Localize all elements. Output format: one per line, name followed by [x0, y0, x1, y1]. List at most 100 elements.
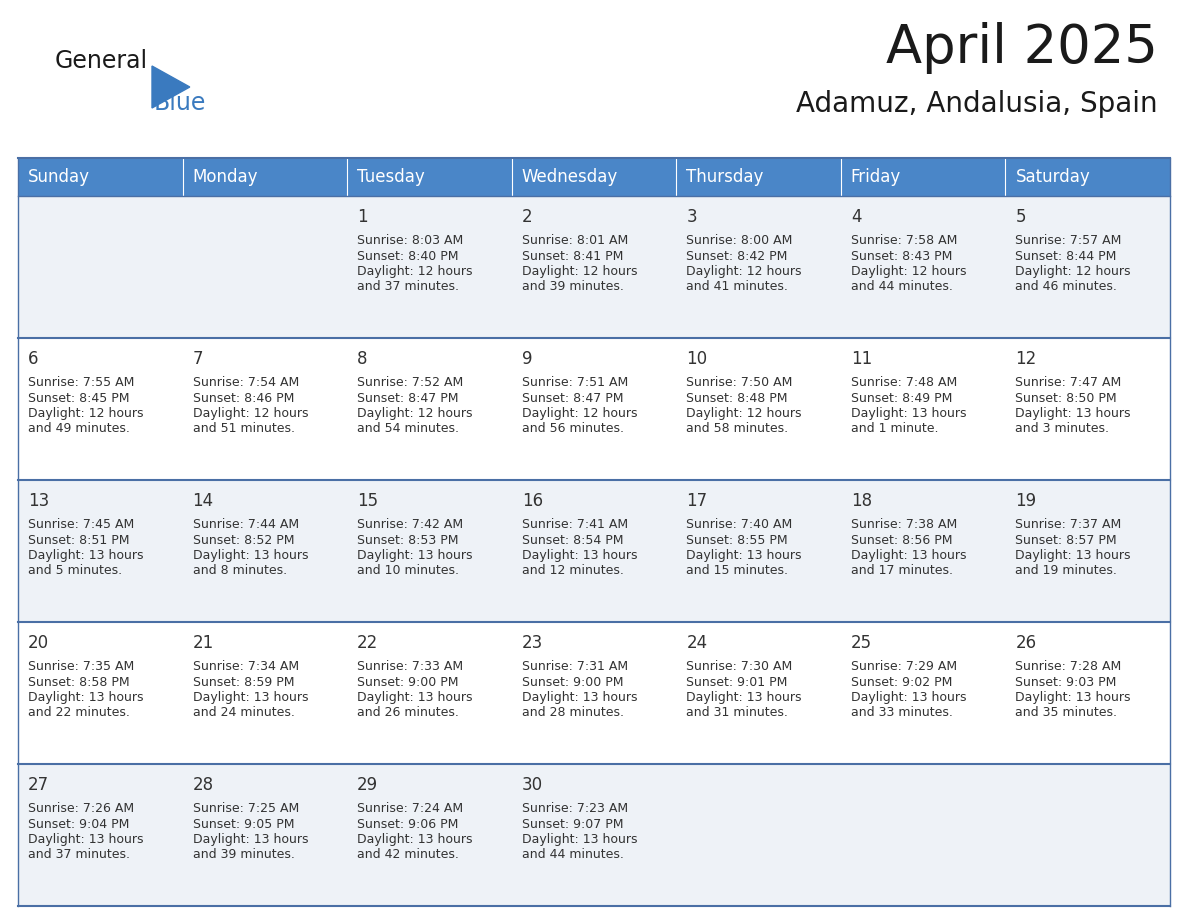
Text: and 51 minutes.: and 51 minutes.: [192, 422, 295, 435]
Text: Sunrise: 8:03 AM: Sunrise: 8:03 AM: [358, 234, 463, 247]
Text: 25: 25: [851, 634, 872, 652]
Text: 20: 20: [29, 634, 49, 652]
Text: Sunset: 8:57 PM: Sunset: 8:57 PM: [1016, 533, 1117, 546]
Text: and 44 minutes.: and 44 minutes.: [851, 281, 953, 294]
Text: Sunrise: 7:37 AM: Sunrise: 7:37 AM: [1016, 518, 1121, 531]
Text: 30: 30: [522, 776, 543, 794]
Text: Sunset: 8:50 PM: Sunset: 8:50 PM: [1016, 391, 1117, 405]
Text: and 41 minutes.: and 41 minutes.: [687, 281, 788, 294]
Text: Friday: Friday: [851, 168, 902, 186]
Text: Sunrise: 7:42 AM: Sunrise: 7:42 AM: [358, 518, 463, 531]
Text: Sunrise: 7:51 AM: Sunrise: 7:51 AM: [522, 376, 628, 389]
Text: 26: 26: [1016, 634, 1037, 652]
Text: Sunrise: 7:52 AM: Sunrise: 7:52 AM: [358, 376, 463, 389]
Bar: [1005, 480, 1170, 622]
Text: and 1 minute.: and 1 minute.: [851, 422, 939, 435]
Bar: [18, 158, 183, 196]
Bar: [347, 622, 512, 764]
Text: and 26 minutes.: and 26 minutes.: [358, 707, 459, 720]
Text: and 15 minutes.: and 15 minutes.: [687, 565, 789, 577]
Text: Sunset: 8:43 PM: Sunset: 8:43 PM: [851, 250, 953, 263]
Text: 15: 15: [358, 492, 378, 510]
Text: Sunset: 9:05 PM: Sunset: 9:05 PM: [192, 818, 295, 831]
Text: Sunrise: 7:54 AM: Sunrise: 7:54 AM: [192, 376, 299, 389]
Text: 27: 27: [29, 776, 49, 794]
Text: Sunset: 9:04 PM: Sunset: 9:04 PM: [29, 818, 129, 831]
Text: 7: 7: [192, 350, 203, 368]
Text: Sunset: 8:56 PM: Sunset: 8:56 PM: [851, 533, 953, 546]
Text: Sunset: 8:53 PM: Sunset: 8:53 PM: [358, 533, 459, 546]
Text: and 39 minutes.: and 39 minutes.: [192, 848, 295, 861]
Text: Daylight: 13 hours: Daylight: 13 hours: [687, 549, 802, 562]
Text: Daylight: 13 hours: Daylight: 13 hours: [851, 691, 966, 704]
Bar: [18, 764, 183, 906]
Text: Sunrise: 7:58 AM: Sunrise: 7:58 AM: [851, 234, 958, 247]
Text: Daylight: 13 hours: Daylight: 13 hours: [29, 691, 144, 704]
Text: Daylight: 13 hours: Daylight: 13 hours: [192, 833, 308, 846]
Text: Sunrise: 7:45 AM: Sunrise: 7:45 AM: [29, 518, 134, 531]
Text: Sunset: 8:47 PM: Sunset: 8:47 PM: [522, 391, 624, 405]
Text: Daylight: 13 hours: Daylight: 13 hours: [851, 549, 966, 562]
Text: Sunset: 8:48 PM: Sunset: 8:48 PM: [687, 391, 788, 405]
Text: Sunset: 8:49 PM: Sunset: 8:49 PM: [851, 391, 953, 405]
Text: Sunset: 9:07 PM: Sunset: 9:07 PM: [522, 818, 624, 831]
Bar: [512, 622, 676, 764]
Bar: [676, 338, 841, 480]
Text: Sunset: 8:58 PM: Sunset: 8:58 PM: [29, 676, 129, 688]
Text: Thursday: Thursday: [687, 168, 764, 186]
Text: Sunrise: 7:57 AM: Sunrise: 7:57 AM: [1016, 234, 1121, 247]
Text: and 22 minutes.: and 22 minutes.: [29, 707, 129, 720]
Text: 13: 13: [29, 492, 49, 510]
Text: Daylight: 13 hours: Daylight: 13 hours: [1016, 691, 1131, 704]
Bar: [1005, 622, 1170, 764]
Bar: [18, 338, 183, 480]
Bar: [676, 196, 841, 338]
Text: 18: 18: [851, 492, 872, 510]
Text: Sunrise: 7:35 AM: Sunrise: 7:35 AM: [29, 660, 134, 673]
Text: Sunrise: 7:31 AM: Sunrise: 7:31 AM: [522, 660, 627, 673]
Text: Sunset: 8:54 PM: Sunset: 8:54 PM: [522, 533, 624, 546]
Text: and 37 minutes.: and 37 minutes.: [29, 848, 129, 861]
Text: Sunset: 8:46 PM: Sunset: 8:46 PM: [192, 391, 293, 405]
Bar: [347, 764, 512, 906]
Bar: [1005, 338, 1170, 480]
Text: 11: 11: [851, 350, 872, 368]
Bar: [512, 158, 676, 196]
Text: Saturday: Saturday: [1016, 168, 1091, 186]
Text: 8: 8: [358, 350, 367, 368]
Text: Daylight: 13 hours: Daylight: 13 hours: [358, 691, 473, 704]
Text: Sunset: 9:02 PM: Sunset: 9:02 PM: [851, 676, 953, 688]
Text: Sunset: 9:06 PM: Sunset: 9:06 PM: [358, 818, 459, 831]
Text: Daylight: 13 hours: Daylight: 13 hours: [522, 549, 637, 562]
Text: 23: 23: [522, 634, 543, 652]
Text: General: General: [55, 49, 148, 73]
Text: Sunrise: 7:24 AM: Sunrise: 7:24 AM: [358, 802, 463, 815]
Text: Daylight: 12 hours: Daylight: 12 hours: [1016, 265, 1131, 278]
Text: Wednesday: Wednesday: [522, 168, 618, 186]
Text: Monday: Monday: [192, 168, 258, 186]
Bar: [841, 622, 1005, 764]
Bar: [18, 480, 183, 622]
Text: Sunset: 9:00 PM: Sunset: 9:00 PM: [358, 676, 459, 688]
Bar: [676, 480, 841, 622]
Bar: [676, 764, 841, 906]
Text: 17: 17: [687, 492, 707, 510]
Bar: [841, 764, 1005, 906]
Text: and 42 minutes.: and 42 minutes.: [358, 848, 459, 861]
Text: Daylight: 13 hours: Daylight: 13 hours: [851, 407, 966, 420]
Text: Daylight: 13 hours: Daylight: 13 hours: [1016, 549, 1131, 562]
Text: 28: 28: [192, 776, 214, 794]
Text: 9: 9: [522, 350, 532, 368]
Text: Sunset: 8:52 PM: Sunset: 8:52 PM: [192, 533, 295, 546]
Bar: [512, 338, 676, 480]
Text: and 3 minutes.: and 3 minutes.: [1016, 422, 1110, 435]
Bar: [676, 622, 841, 764]
Text: 22: 22: [358, 634, 379, 652]
Text: Sunday: Sunday: [29, 168, 90, 186]
Text: 2: 2: [522, 208, 532, 226]
Bar: [1005, 196, 1170, 338]
Bar: [347, 196, 512, 338]
Text: Daylight: 12 hours: Daylight: 12 hours: [522, 407, 637, 420]
Bar: [841, 338, 1005, 480]
Text: 21: 21: [192, 634, 214, 652]
